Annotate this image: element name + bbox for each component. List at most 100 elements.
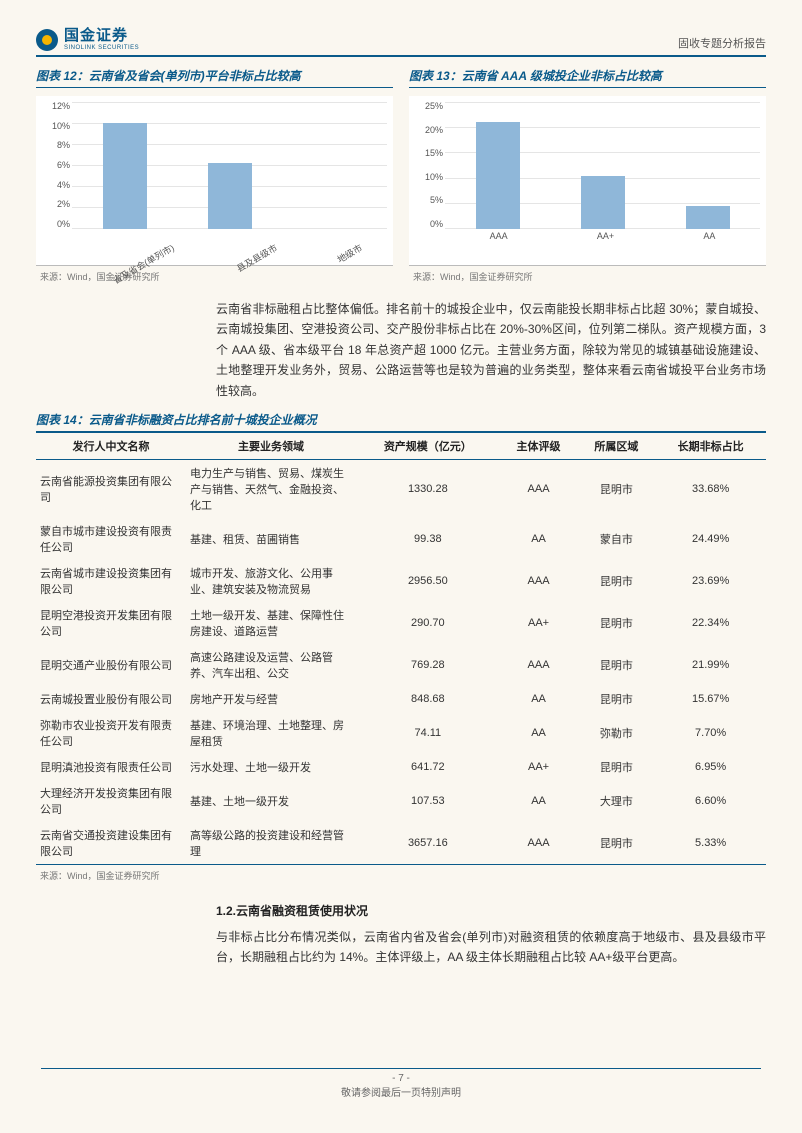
table-row: 大理经济开发投资集团有限公司基建、土地一级开发107.53AA大理市6.60% xyxy=(36,780,766,822)
table-cell: 23.69% xyxy=(655,560,766,602)
table-cell: 昆明市 xyxy=(577,560,655,602)
table-cell: 99.38 xyxy=(356,518,500,560)
table-cell: AA+ xyxy=(500,754,578,780)
table-cell: 云南省城市建设投资集团有限公司 xyxy=(36,560,186,602)
table-cell: 土地一级开发、基建、保障性住房建设、道路运营 xyxy=(186,602,356,644)
table-cell: 云南省能源投资集团有限公司 xyxy=(36,460,186,519)
chart-12-bars xyxy=(72,102,387,229)
table-cell: 电力生产与销售、贸易、煤炭生产与销售、天然气、金融投资、化工 xyxy=(186,460,356,519)
table-cell: 24.49% xyxy=(655,518,766,560)
table-cell: 641.72 xyxy=(356,754,500,780)
bar xyxy=(686,206,730,229)
table-cell: 6.60% xyxy=(655,780,766,822)
bar xyxy=(208,163,252,229)
chart-13-source: 来源：Wind，国金证券研究所 xyxy=(409,270,766,283)
table-cell: 昆明市 xyxy=(577,822,655,865)
table-cell: 基建、土地一级开发 xyxy=(186,780,356,822)
table-cell: 5.33% xyxy=(655,822,766,865)
table-cell: 昆明交通产业股份有限公司 xyxy=(36,644,186,686)
table-cell: AAA xyxy=(500,560,578,602)
page-footer: - 7 - 敬请参阅最后一页特别声明 xyxy=(0,1068,802,1099)
chart-12-title: 图表 12：云南省及省会(单列市)平台非标占比较高 xyxy=(36,67,393,88)
table-cell: 290.70 xyxy=(356,602,500,644)
table-cell: 蒙自市城市建设投资有限责任公司 xyxy=(36,518,186,560)
table-cell: 2956.50 xyxy=(356,560,500,602)
table-header-cell: 发行人中文名称 xyxy=(36,433,186,460)
table-header-cell: 主要业务领域 xyxy=(186,433,356,460)
table-cell: 74.11 xyxy=(356,712,500,754)
table-cell: 云南城投置业股份有限公司 xyxy=(36,686,186,712)
chart-13-yaxis: 25%20%15%10%5%0% xyxy=(409,102,443,229)
table-row: 弥勒市农业投资开发有限责任公司基建、环境治理、土地整理、房屋租赁74.11AA弥… xyxy=(36,712,766,754)
table-cell: 1330.28 xyxy=(356,460,500,519)
table-cell: 房地产开发与经营 xyxy=(186,686,356,712)
table-cell: 848.68 xyxy=(356,686,500,712)
table-cell: 15.67% xyxy=(655,686,766,712)
table-cell: 弥勒市 xyxy=(577,712,655,754)
table-cell: 大理经济开发投资集团有限公司 xyxy=(36,780,186,822)
table-cell: 昆明空港投资开发集团有限公司 xyxy=(36,602,186,644)
table-cell: 高速公路建设及运营、公路管养、汽车出租、公交 xyxy=(186,644,356,686)
table-cell: AA xyxy=(500,712,578,754)
table-14: 发行人中文名称主要业务领域资产规模（亿元）主体评级所属区域长期非标占比 云南省能… xyxy=(36,432,766,865)
bar xyxy=(581,176,625,229)
table-row: 昆明交通产业股份有限公司高速公路建设及运营、公路管养、汽车出租、公交769.28… xyxy=(36,644,766,686)
table-cell: 昆明滇池投资有限责任公司 xyxy=(36,754,186,780)
table-cell: 21.99% xyxy=(655,644,766,686)
table-row: 云南省城市建设投资集团有限公司城市开发、旅游文化、公用事业、建筑安装及物流贸易2… xyxy=(36,560,766,602)
section-1-2-para: 与非标占比分布情况类似，云南省内省及省会(单列市)对融资租赁的依赖度高于地级市、… xyxy=(216,927,766,968)
table-cell: 昆明市 xyxy=(577,460,655,519)
section-1-2-head: 1.2.云南省融资租赁使用状况 xyxy=(216,902,766,919)
chart-13-bars xyxy=(445,102,760,229)
footer-note: 敬请参阅最后一页特别声明 xyxy=(0,1084,802,1099)
chart-12-yaxis: 12%10%8%6%4%2%0% xyxy=(36,102,70,229)
table-cell: 3657.16 xyxy=(356,822,500,865)
table-cell: 云南省交通投资建设集团有限公司 xyxy=(36,822,186,865)
report-type: 固收专题分析报告 xyxy=(678,35,766,51)
table-14-source: 来源：Wind，国金证券研究所 xyxy=(36,869,766,882)
table-cell: 6.95% xyxy=(655,754,766,780)
paragraph-1: 云南省非标融租占比整体偏低。排名前十的城投企业中，仅云南能投长期非标占比超 30… xyxy=(216,299,766,401)
table-header-cell: 所属区域 xyxy=(577,433,655,460)
page-number: - 7 - xyxy=(0,1073,802,1084)
table-14-title: 图表 14：云南省非标融资占比排名前十城投企业概况 xyxy=(36,411,766,432)
table-header-cell: 资产规模（亿元） xyxy=(356,433,500,460)
table-header-cell: 主体评级 xyxy=(500,433,578,460)
table-cell: 769.28 xyxy=(356,644,500,686)
table-cell: AAA xyxy=(500,644,578,686)
table-cell: 大理市 xyxy=(577,780,655,822)
table-cell: 蒙自市 xyxy=(577,518,655,560)
table-cell: 高等级公路的投资建设和经营管理 xyxy=(186,822,356,865)
logo: 国金证券 SINOLINK SECURITIES xyxy=(36,28,139,51)
table-cell: 基建、租赁、苗圃销售 xyxy=(186,518,356,560)
table-cell: 基建、环境治理、土地整理、房屋租赁 xyxy=(186,712,356,754)
table-cell: 107.53 xyxy=(356,780,500,822)
table-cell: AA+ xyxy=(500,602,578,644)
table-header-cell: 长期非标占比 xyxy=(655,433,766,460)
chart-13: 图表 13：云南省 AAA 级城投企业非标占比较高 25%20%15%10%5%… xyxy=(409,67,766,283)
table-row: 蒙自市城市建设投资有限责任公司基建、租赁、苗圃销售99.38AA蒙自市24.49… xyxy=(36,518,766,560)
bar xyxy=(103,123,147,229)
table-cell: 昆明市 xyxy=(577,686,655,712)
table-cell: 昆明市 xyxy=(577,644,655,686)
table-row: 昆明空港投资开发集团有限公司土地一级开发、基建、保障性住房建设、道路运营290.… xyxy=(36,602,766,644)
table-row: 云南省能源投资集团有限公司电力生产与销售、贸易、煤炭生产与销售、天然气、金融投资… xyxy=(36,460,766,519)
table-cell: 弥勒市农业投资开发有限责任公司 xyxy=(36,712,186,754)
chart-13-title: 图表 13：云南省 AAA 级城投企业非标占比较高 xyxy=(409,67,766,88)
table-cell: 7.70% xyxy=(655,712,766,754)
bar xyxy=(476,122,520,229)
chart-12-source: 来源：Wind，国金证券研究所 xyxy=(36,270,393,283)
table-row: 云南城投置业股份有限公司房地产开发与经营848.68AA昆明市15.67% xyxy=(36,686,766,712)
table-cell: 22.34% xyxy=(655,602,766,644)
table-row: 昆明滇池投资有限责任公司污水处理、土地一级开发641.72AA+昆明市6.95% xyxy=(36,754,766,780)
table-cell: AAA xyxy=(500,460,578,519)
table-cell: 城市开发、旅游文化、公用事业、建筑安装及物流贸易 xyxy=(186,560,356,602)
table-cell: AA xyxy=(500,518,578,560)
chart-12-xaxis: 省及省会(单列市)县及县级市地级市 xyxy=(72,231,387,265)
table-cell: 污水处理、土地一级开发 xyxy=(186,754,356,780)
table-cell: 昆明市 xyxy=(577,602,655,644)
chart-13-xaxis: AAAAA+AA xyxy=(445,231,760,265)
page-header: 国金证券 SINOLINK SECURITIES 固收专题分析报告 xyxy=(36,28,766,57)
logo-icon xyxy=(36,29,58,51)
table-cell: 昆明市 xyxy=(577,754,655,780)
